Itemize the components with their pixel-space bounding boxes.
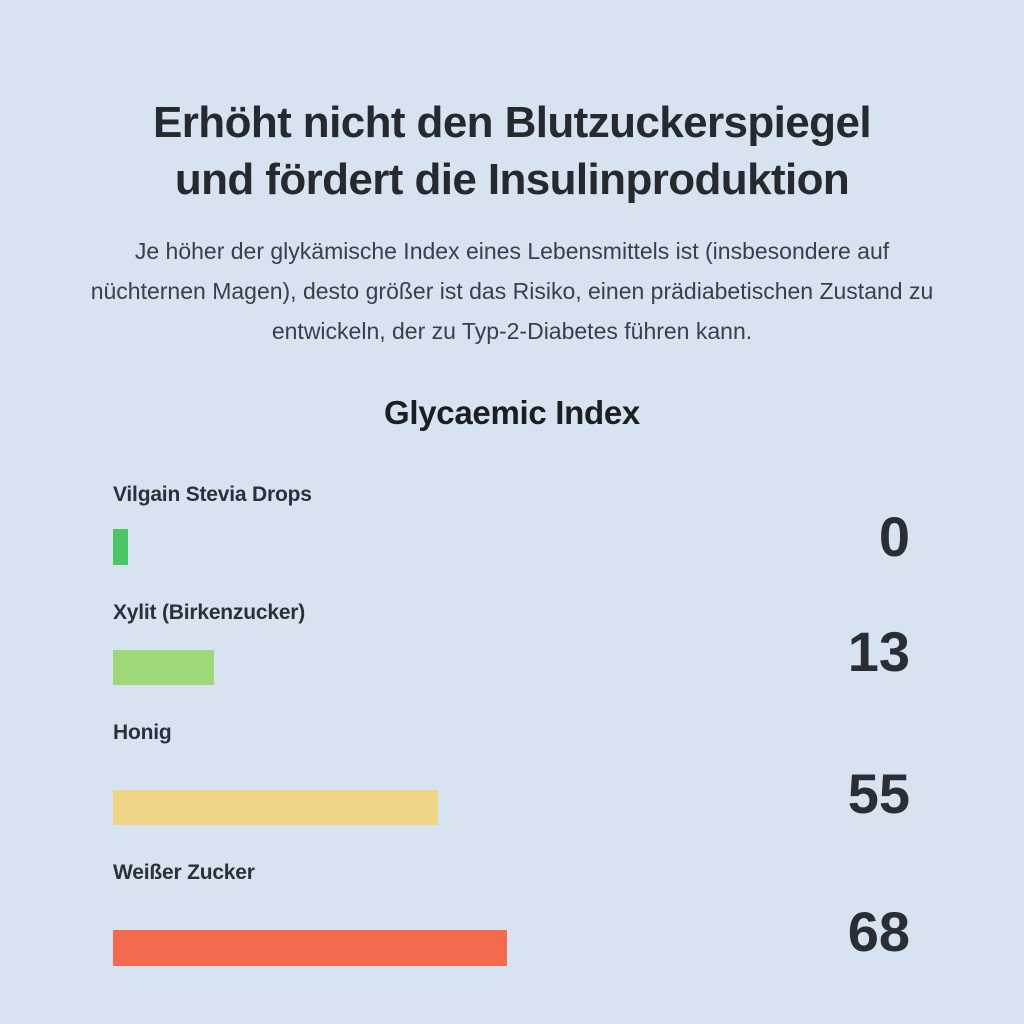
bar: [113, 930, 507, 966]
bar-label: Weißer Zucker: [113, 861, 255, 884]
title-line-1: Erhöht nicht den Blutzuckerspiegel: [153, 98, 872, 147]
bar: [113, 790, 438, 825]
bar: [113, 650, 214, 685]
bar-value: 13: [847, 620, 910, 683]
page-title: Erhöht nicht den Blutzuckerspiegel und f…: [0, 94, 1024, 208]
bar-label: Honig: [113, 721, 172, 744]
bar: [113, 529, 128, 565]
title-line-2: und fördert die Insulinproduktion: [174, 155, 850, 204]
bar-value: 55: [847, 762, 910, 825]
bar-value: 68: [847, 900, 910, 963]
bar-label: Vilgain Stevia Drops: [113, 483, 312, 506]
bar-label: Xylit (Birkenzucker): [113, 601, 306, 624]
chart-title: Glycaemic Index: [384, 394, 640, 431]
bar-value: 0: [878, 505, 910, 568]
page-subtitle: Je höher der glykämische Index eines Leb…: [90, 238, 934, 344]
